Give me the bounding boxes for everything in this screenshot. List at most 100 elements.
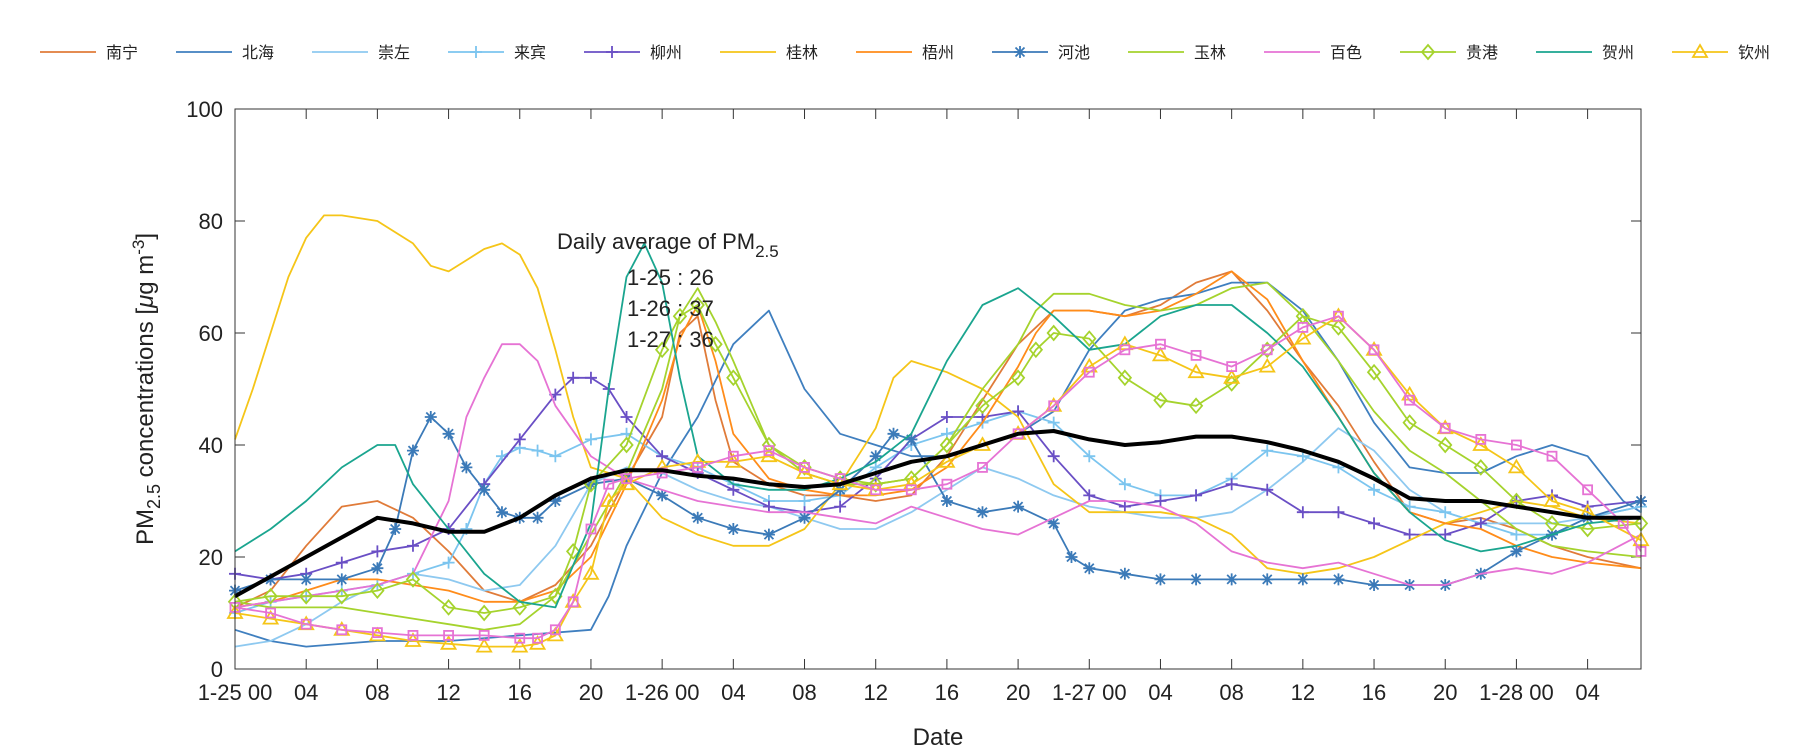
data-point: [600, 492, 618, 507]
data-point: [1187, 363, 1205, 379]
data-point: [940, 411, 953, 423]
x-tick-label: 1-25 00: [198, 680, 273, 705]
data-point: [424, 411, 437, 423]
legend-label: 柳州: [650, 44, 682, 62]
series-line: [234, 214, 1642, 575]
data-point: [1403, 528, 1416, 541]
data-point: [1224, 375, 1239, 392]
annotation-line: 1-26 : 37: [627, 296, 714, 321]
x-axis-title: Date: [913, 724, 964, 750]
data-point: [335, 556, 348, 569]
y-title-sup: -3: [129, 240, 148, 255]
data-point: [371, 627, 383, 638]
data-point: [1012, 405, 1025, 418]
series-梧州: [234, 270, 1642, 609]
y-title-prefix: PM: [132, 509, 159, 545]
data-point: [299, 587, 314, 605]
legend-label: 贺州: [1602, 44, 1634, 62]
data-point: [549, 450, 562, 463]
data-point: [406, 444, 419, 457]
legend-item: 来宾: [448, 44, 546, 62]
data-point: [1154, 573, 1167, 586]
data-point: [975, 397, 990, 415]
data-point: [440, 635, 458, 650]
data-point: [1190, 489, 1203, 502]
data-point: [868, 475, 883, 493]
data-point: [406, 539, 419, 552]
data-point: [798, 511, 811, 524]
legend-item: 贺州: [1536, 44, 1634, 62]
annotation-title-text: Daily average of PM: [557, 229, 755, 254]
x-tick-label: 1-27 00: [1052, 680, 1127, 705]
data-point: [584, 433, 597, 446]
legend-item: 柳州: [584, 44, 682, 62]
data-point: [1510, 545, 1523, 558]
y-tick-label: 20: [199, 545, 223, 570]
data-point: [692, 461, 704, 473]
axis-frame: [234, 108, 1642, 670]
data-point: [1047, 517, 1060, 530]
data-point: [1261, 344, 1273, 356]
data-point: [1118, 567, 1131, 580]
data-point: [582, 565, 600, 580]
data-point: [870, 484, 882, 496]
x-tick-label: 20: [1006, 680, 1030, 705]
data-point: [495, 506, 508, 519]
x-tick-label: 16: [1362, 680, 1386, 705]
series-line: [234, 281, 1642, 648]
x-tick-label: 1-28 00: [1479, 680, 1554, 705]
x-tick-label: 08: [792, 680, 816, 705]
data-point: [531, 444, 544, 457]
data-point: [442, 556, 455, 569]
data-point: [1439, 506, 1452, 519]
annotation-title: Daily average of PM2.5: [557, 229, 779, 261]
y-tick-label: 60: [199, 321, 223, 346]
data-point: [727, 483, 740, 496]
legend-item: 河池: [992, 44, 1090, 62]
data-point: [887, 427, 900, 440]
y-axis-title: PM2.5 concentrations [μg m-3]: [129, 233, 164, 545]
data-point: [1153, 391, 1168, 409]
data-point: [1294, 329, 1312, 345]
legend-marker: [1691, 43, 1709, 58]
data-point: [1333, 310, 1344, 322]
x-tick-label: 20: [579, 680, 603, 705]
y-tick-label: 40: [199, 433, 223, 458]
data-point: [977, 461, 988, 473]
data-point: [1368, 579, 1381, 591]
data-point: [478, 483, 491, 496]
data-point: [1507, 458, 1525, 474]
data-point: [1544, 515, 1560, 532]
axis-titles: Date PM2.5 concentrations [μg m-3]: [129, 233, 964, 751]
data-point: [1261, 444, 1274, 457]
series-百色: [234, 343, 1642, 609]
annotation-line: 1-27 : 36: [627, 327, 714, 352]
data-point: [1047, 416, 1060, 429]
legend-item: 北海: [176, 44, 274, 62]
data-point: [265, 607, 276, 619]
data-point: [1258, 357, 1276, 373]
data-point: [763, 445, 775, 457]
data-point: [1119, 344, 1131, 356]
y-tick-label: 100: [186, 97, 223, 122]
data-point: [441, 599, 456, 616]
data-point: [264, 573, 277, 586]
axis-ticks: 0 20 40 60 80 100 1-25 00 04 08 12 16 20 1-26 00 04 08…: [186, 97, 1641, 705]
data-point: [690, 296, 705, 314]
legend-item: 玉林: [1128, 44, 1226, 62]
data-point: [1225, 478, 1238, 491]
legend: 南宁北海崇左来宾柳州桂林梧州河池玉林百色贵港贺州钦州防城港: [40, 43, 1770, 62]
data-point: [584, 371, 597, 384]
data-point: [478, 630, 490, 641]
annotation-line: 1-25 : 26: [627, 265, 714, 290]
data-point: [1151, 346, 1170, 362]
data-point: [300, 618, 312, 630]
data-point: [1474, 517, 1487, 530]
legend-label: 河池: [1058, 44, 1090, 62]
data-point: [1366, 363, 1382, 381]
legend-item: 崇左: [312, 44, 410, 62]
data-point: [1331, 319, 1346, 336]
x-tick-label: 08: [365, 680, 389, 705]
